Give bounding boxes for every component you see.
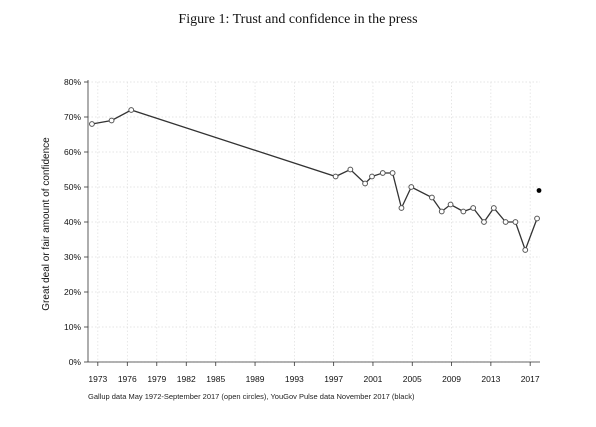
x-tick-label: 2017 (521, 374, 540, 384)
data-point (522, 247, 529, 253)
y-tick-label: 70% (64, 112, 81, 122)
y-axis-label: Great deal or fair amount of confidence (41, 137, 52, 311)
data-point (490, 205, 497, 211)
data-point (512, 219, 519, 225)
source-note: Gallup data May 1972-September 2017 (ope… (88, 392, 415, 401)
x-tick-label: 1973 (88, 374, 107, 384)
data-point (429, 194, 435, 201)
y-tick-label: 80% (64, 77, 81, 87)
data-point (408, 184, 415, 190)
x-tick-label: 1989 (246, 374, 265, 384)
x-tick-label: 2009 (442, 374, 461, 384)
data-point (362, 180, 368, 187)
x-tick-label: 1979 (147, 374, 166, 384)
data-point (470, 205, 477, 211)
x-tick-label: 1985 (206, 374, 225, 384)
x-tick-label: 1993 (285, 374, 304, 384)
y-tick-label: 60% (64, 147, 81, 157)
data-point-yougov (536, 188, 542, 193)
data-point (369, 173, 375, 180)
data-point (379, 170, 386, 176)
y-tick-label: 50% (64, 182, 81, 192)
data-point (502, 219, 509, 225)
data-point (347, 166, 354, 173)
data-point (128, 107, 135, 113)
x-tick-label: 2001 (363, 374, 382, 384)
data-point (447, 201, 454, 208)
series-line (91, 109, 538, 252)
data-point (89, 121, 95, 127)
y-tick-label: 30% (64, 252, 81, 262)
x-tick-label: 1976 (118, 374, 137, 384)
data-point (108, 117, 115, 124)
data-point (398, 205, 405, 211)
y-tick-label: 10% (64, 322, 81, 332)
x-tick-label: 1997 (324, 374, 343, 384)
x-tick-label: 2013 (481, 374, 500, 384)
data-point (460, 208, 467, 215)
x-tick-label: 1982 (177, 374, 196, 384)
x-tick-label: 2005 (403, 374, 422, 384)
y-tick-label: 20% (64, 287, 81, 297)
data-point (438, 208, 445, 215)
data-point (481, 219, 487, 225)
y-tick-label: 0% (69, 357, 82, 367)
data-point (389, 170, 396, 176)
data-point (534, 215, 540, 222)
figure-title: Figure 1: Trust and confidence in the pr… (178, 12, 418, 27)
y-tick-label: 40% (64, 217, 81, 227)
data-point (332, 173, 339, 180)
